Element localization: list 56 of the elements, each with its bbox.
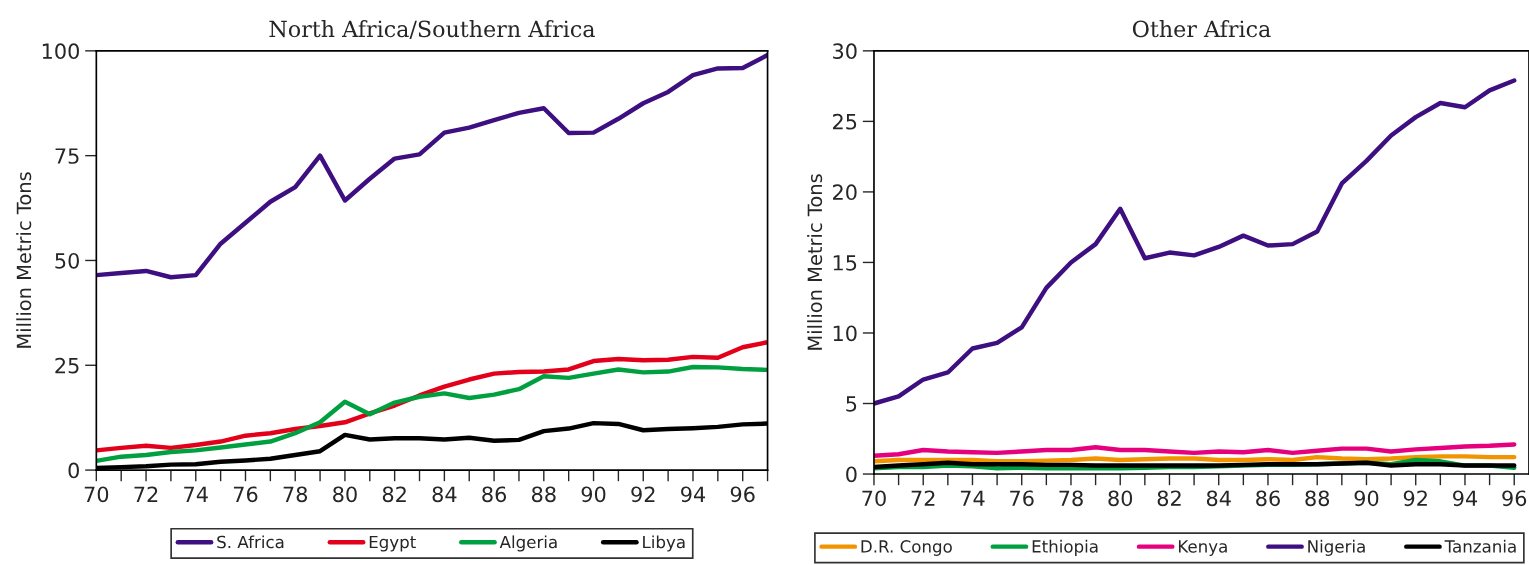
legend-label: Nigeria [1308, 539, 1365, 556]
y-tick-label: 75 [55, 148, 79, 164]
x-tick-label: 84 [432, 486, 457, 503]
legend-label: Libya [643, 535, 685, 552]
x-tick-label: 86 [1256, 490, 1280, 507]
x-tick-label: 76 [233, 486, 258, 503]
line-series [873, 442, 1517, 458]
x-tick-label: 70 [862, 490, 886, 507]
x-tick-label: 94 [681, 486, 706, 503]
chart-title: North Africa/Southern Africa [269, 20, 595, 40]
y-tick-label: 50 [55, 252, 79, 269]
x-tick-label: 90 [581, 486, 606, 503]
x-tick-label: 74 [960, 490, 985, 506]
y-tick-label: 30 [833, 43, 857, 60]
x-tick-label: 90 [1354, 490, 1379, 507]
y-axis-title: Million Metric Tons [807, 174, 823, 350]
y-tick-label: 15 [833, 255, 857, 271]
legend-label: Tanzania [1444, 539, 1516, 553]
legend-label: Egypt [369, 535, 416, 552]
legend-label: D.R. Congo [861, 540, 952, 556]
legend-label: Algeria [499, 535, 557, 552]
x-tick-label: 78 [283, 486, 308, 503]
y-tick-label: 10 [833, 325, 857, 342]
x-tick-label: 92 [1403, 490, 1427, 507]
y-tick-label: 20 [833, 184, 857, 201]
x-tick-label: 78 [1059, 490, 1083, 507]
chart-title: Other Africa [1132, 20, 1271, 38]
y-tick-label: 5 [846, 396, 857, 412]
line-series [96, 364, 768, 464]
y-tick-label: 25 [833, 113, 857, 130]
x-tick-label: 80 [1108, 490, 1133, 507]
y-tick-label: 0 [846, 466, 857, 483]
x-tick-label: 96 [730, 486, 755, 503]
y-tick-label: 100 [42, 43, 79, 60]
x-tick-label: 88 [1305, 490, 1330, 507]
x-tick-label: 92 [631, 486, 655, 503]
x-tick-label: 82 [1157, 490, 1181, 507]
x-tick-label: 82 [382, 486, 406, 503]
line-series [873, 78, 1517, 406]
x-tick-label: 88 [531, 486, 556, 503]
y-tick-label: 0 [68, 462, 79, 479]
x-tick-label: 94 [1453, 490, 1478, 507]
x-tick-label: 76 [1010, 490, 1034, 507]
y-axis-title: Million Metric Tons [16, 172, 32, 348]
x-tick-label: 74 [184, 486, 208, 502]
x-tick-label: 72 [134, 486, 158, 502]
x-tick-label: 84 [1206, 490, 1231, 507]
y-tick-label: 25 [55, 357, 79, 374]
x-tick-label: 72 [911, 490, 935, 506]
x-tick-label: 96 [1502, 490, 1527, 507]
legend-label: Ethiopia [1032, 539, 1098, 556]
x-tick-label: 86 [482, 486, 507, 503]
x-tick-label: 70 [84, 486, 109, 503]
x-tick-label: 80 [333, 486, 357, 503]
legend-label: S. Africa [217, 535, 284, 549]
legend-label: Kenya [1178, 540, 1227, 556]
